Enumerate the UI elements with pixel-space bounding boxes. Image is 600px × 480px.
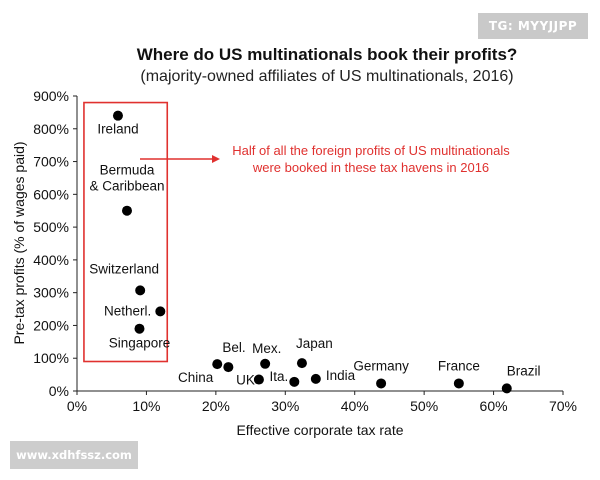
point-label: Brazil: [507, 363, 541, 378]
data-point: [453, 378, 464, 389]
data-point: [376, 378, 387, 389]
y-tick-label: 500%: [33, 219, 69, 235]
point-label: China: [178, 370, 214, 385]
y-tick-label: 200%: [33, 317, 69, 333]
tick-labels: 0% 10% 20% 30% 40% 50% 60% 70% 0% 100% 200% 300% 400…: [33, 88, 577, 414]
point-label: Germany: [353, 358, 409, 373]
data-point: [134, 323, 145, 334]
x-tick-label: 20%: [202, 398, 230, 414]
point-label: Ireland: [97, 122, 138, 137]
point-label: UK: [236, 373, 255, 388]
point-label: Netherl.: [104, 303, 151, 318]
watermark: www.xdhfssz.com: [10, 441, 138, 469]
data-point: [223, 362, 234, 373]
x-tick-label: 40%: [341, 398, 369, 414]
channel-badge: TG: MYYJJPP: [478, 13, 588, 39]
x-tick-label: 60%: [480, 398, 508, 414]
chart-subtitle: (majority-owned affiliates of US multina…: [140, 68, 513, 85]
y-tick-label: 800%: [33, 121, 69, 137]
x-tick-label: 10%: [132, 398, 160, 414]
data-point: [296, 358, 307, 369]
annotation-arrowhead: [212, 155, 220, 163]
annotation: Half of all the foreign profits of US mu…: [140, 143, 510, 175]
y-tick-label: 900%: [33, 88, 69, 104]
y-tick-label: 400%: [33, 252, 69, 268]
x-tick-label: 50%: [410, 398, 438, 414]
y-tick-label: 0%: [49, 383, 69, 399]
point-label: Switzerland: [89, 261, 159, 276]
tax-haven-highlight: [83, 101, 169, 363]
y-tick-label: 700%: [33, 154, 69, 170]
y-tick-label: 100%: [33, 350, 69, 366]
axes: [76, 96, 563, 392]
point-label: France: [438, 358, 480, 373]
data-point: [310, 373, 321, 384]
data-point: [112, 110, 123, 121]
data-point: [212, 359, 223, 370]
highlight-box: [83, 101, 169, 363]
data-point: [260, 358, 271, 369]
data-point: [289, 376, 300, 387]
y-tick-label: 600%: [33, 186, 69, 202]
data-point: [121, 205, 132, 216]
point-label: Mex.: [252, 341, 281, 356]
x-tick-label: 70%: [549, 398, 577, 414]
point-label: Ita.: [270, 369, 289, 384]
point-label: Japan: [296, 336, 333, 351]
data-point: [253, 374, 264, 385]
x-tick-label: 30%: [271, 398, 299, 414]
point-labels: Ireland Bermuda & Caribbean Switzerland Neth…: [89, 122, 540, 388]
point-label: Singapore: [109, 336, 171, 351]
point-label: Bermuda & Caribbean: [89, 163, 164, 194]
x-axis-label: Effective corporate tax rate: [236, 422, 403, 438]
y-axis-label: Pre-tax profits (% of wages paid): [11, 141, 27, 344]
data-point: [155, 306, 166, 317]
chart-title: Where do US multinationals book their pr…: [137, 45, 518, 64]
point-label: India: [326, 368, 356, 383]
data-points: [112, 110, 512, 394]
y-tick-label: 300%: [33, 285, 69, 301]
data-point: [501, 383, 512, 394]
data-point: [135, 285, 146, 296]
x-tick-label: 0%: [67, 398, 87, 414]
point-label: Bel.: [222, 340, 245, 355]
annotation-text: Half of all the foreign profits of US mu…: [232, 143, 510, 175]
